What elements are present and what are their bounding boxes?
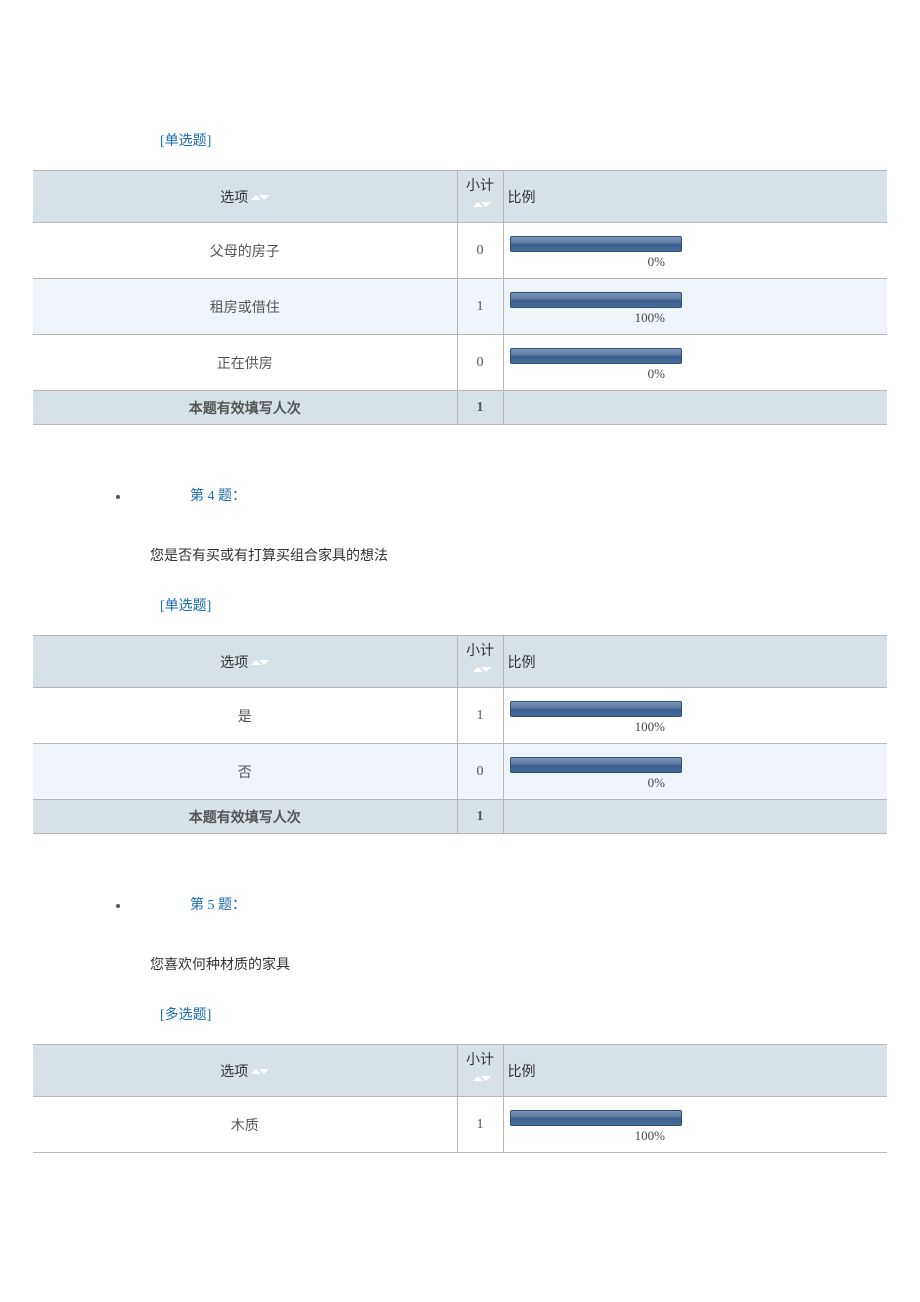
summary-count: 1: [457, 800, 503, 834]
question-header-list: 第 4 题：: [0, 485, 920, 505]
question-text: 您是否有买或有打算买组合家具的想法: [150, 545, 920, 565]
question-header-item: 第 5 题：: [130, 894, 920, 914]
col-header-ratio: 比例: [503, 1045, 887, 1097]
summary-label: 本题有效填写人次: [33, 391, 457, 425]
col-header-count[interactable]: 小计: [457, 636, 503, 688]
ratio-cell: 0%: [503, 744, 887, 800]
percent-label: 0%: [510, 366, 882, 382]
bar: [510, 701, 682, 717]
col-header-count-label: 小计: [458, 1052, 503, 1070]
col-header-option[interactable]: 选项: [33, 636, 457, 688]
option-cell: 否: [33, 744, 457, 800]
bar: [510, 236, 682, 252]
bar-wrap: 0%: [508, 342, 888, 384]
bar-wrap: 100%: [508, 1104, 888, 1146]
ratio-cell: 0%: [503, 223, 887, 279]
summary-empty: [503, 391, 887, 425]
table-body: 父母的房子00%租房或借住1100%正在供房00%本题有效填写人次1: [33, 223, 887, 425]
table-row: 父母的房子0 0%: [33, 223, 887, 279]
bar-wrap: 100%: [508, 286, 888, 328]
question-type-label: [多选题]: [160, 1004, 920, 1024]
col-header-count[interactable]: 小计: [457, 1045, 503, 1097]
bar: [510, 1110, 682, 1126]
results-table: 选项小计比例父母的房子00%租房或借住1100%正在供房00%本题有效填写人次1: [33, 170, 887, 425]
bar: [510, 348, 682, 364]
table-row: 租房或借住1 100%: [33, 279, 887, 335]
bar-wrap: 0%: [508, 751, 888, 793]
table-body: 是1100%否00%本题有效填写人次1: [33, 688, 887, 834]
ratio-cell: 100%: [503, 688, 887, 744]
question-number: 第 4 题：: [190, 489, 246, 504]
question-block: 第 4 题：您是否有买或有打算买组合家具的想法[单选题]选项小计比例是1100%…: [0, 485, 920, 834]
sort-icon[interactable]: [473, 1074, 491, 1084]
percent-label: 0%: [510, 254, 882, 270]
option-cell: 正在供房: [33, 335, 457, 391]
col-header-option-label: 选项: [220, 191, 248, 206]
results-table: 选项 小计比例木质1 100%: [33, 1044, 887, 1153]
summary-row: 本题有效填写人次1: [33, 391, 887, 425]
col-header-count-label: 小计: [458, 178, 503, 196]
option-cell: 是: [33, 688, 457, 744]
bar-wrap: 0%: [508, 230, 888, 272]
percent-label: 0%: [510, 775, 882, 791]
ratio-cell: 100%: [503, 1097, 887, 1153]
count-cell: 1: [457, 688, 503, 744]
col-header-ratio: 比例: [503, 171, 887, 223]
question-text: 您喜欢何种材质的家具: [150, 954, 920, 974]
question-header-list: 第 5 题：: [0, 894, 920, 914]
summary-row: 本题有效填写人次1: [33, 800, 887, 834]
question-block: [单选题]选项小计比例父母的房子00%租房或借住1100%正在供房00%本题有效…: [0, 0, 920, 425]
count-cell: 1: [457, 1097, 503, 1153]
summary-label: 本题有效填写人次: [33, 800, 457, 834]
col-header-count[interactable]: 小计: [457, 171, 503, 223]
summary-empty: [503, 800, 887, 834]
table-row: 木质1 100%: [33, 1097, 887, 1153]
count-cell: 0: [457, 335, 503, 391]
option-cell: 木质: [33, 1097, 457, 1153]
question-header-item: 第 4 题：: [130, 485, 920, 505]
table-header-row: 选项 小计比例: [33, 636, 887, 688]
table-header-row: 选项 小计比例: [33, 1045, 887, 1097]
question-type-label: [单选题]: [160, 595, 920, 615]
count-cell: 0: [457, 744, 503, 800]
question-type-label: [单选题]: [160, 130, 920, 150]
percent-label: 100%: [510, 310, 882, 326]
table-head: 选项 小计比例: [33, 171, 887, 223]
sort-icon[interactable]: [251, 658, 269, 668]
col-header-option[interactable]: 选项: [33, 1045, 457, 1097]
results-table: 选项小计比例是1100%否00%本题有效填写人次1: [33, 635, 887, 834]
sort-icon[interactable]: [251, 193, 269, 203]
table-head: 选项 小计比例: [33, 1045, 887, 1097]
col-header-option-label: 选项: [220, 1065, 248, 1080]
sort-icon[interactable]: [473, 200, 491, 210]
col-header-option[interactable]: 选项: [33, 171, 457, 223]
summary-count: 1: [457, 391, 503, 425]
count-cell: 0: [457, 223, 503, 279]
bar-wrap: 100%: [508, 695, 888, 737]
bar: [510, 757, 682, 773]
ratio-cell: 0%: [503, 335, 887, 391]
col-header-option-label: 选项: [220, 656, 248, 671]
table-header-row: 选项 小计比例: [33, 171, 887, 223]
table-body: 木质1 100%: [33, 1097, 887, 1153]
percent-label: 100%: [510, 1128, 882, 1144]
ratio-cell: 100%: [503, 279, 887, 335]
table-head: 选项 小计比例: [33, 636, 887, 688]
table-row: 否0 0%: [33, 744, 887, 800]
option-cell: 父母的房子: [33, 223, 457, 279]
col-header-count-label: 小计: [458, 643, 503, 661]
question-block: 第 5 题： 您喜欢何种材质的家具 [多选题] 选项 小计比例木质1 100%: [0, 894, 920, 1153]
table-row: 正在供房0 0%: [33, 335, 887, 391]
col-header-ratio: 比例: [503, 636, 887, 688]
count-cell: 1: [457, 279, 503, 335]
sort-icon[interactable]: [251, 1067, 269, 1077]
option-cell: 租房或借住: [33, 279, 457, 335]
question-number: 第 5 题：: [190, 898, 246, 913]
sort-icon[interactable]: [473, 665, 491, 675]
bar: [510, 292, 682, 308]
table-row: 是1 100%: [33, 688, 887, 744]
percent-label: 100%: [510, 719, 882, 735]
